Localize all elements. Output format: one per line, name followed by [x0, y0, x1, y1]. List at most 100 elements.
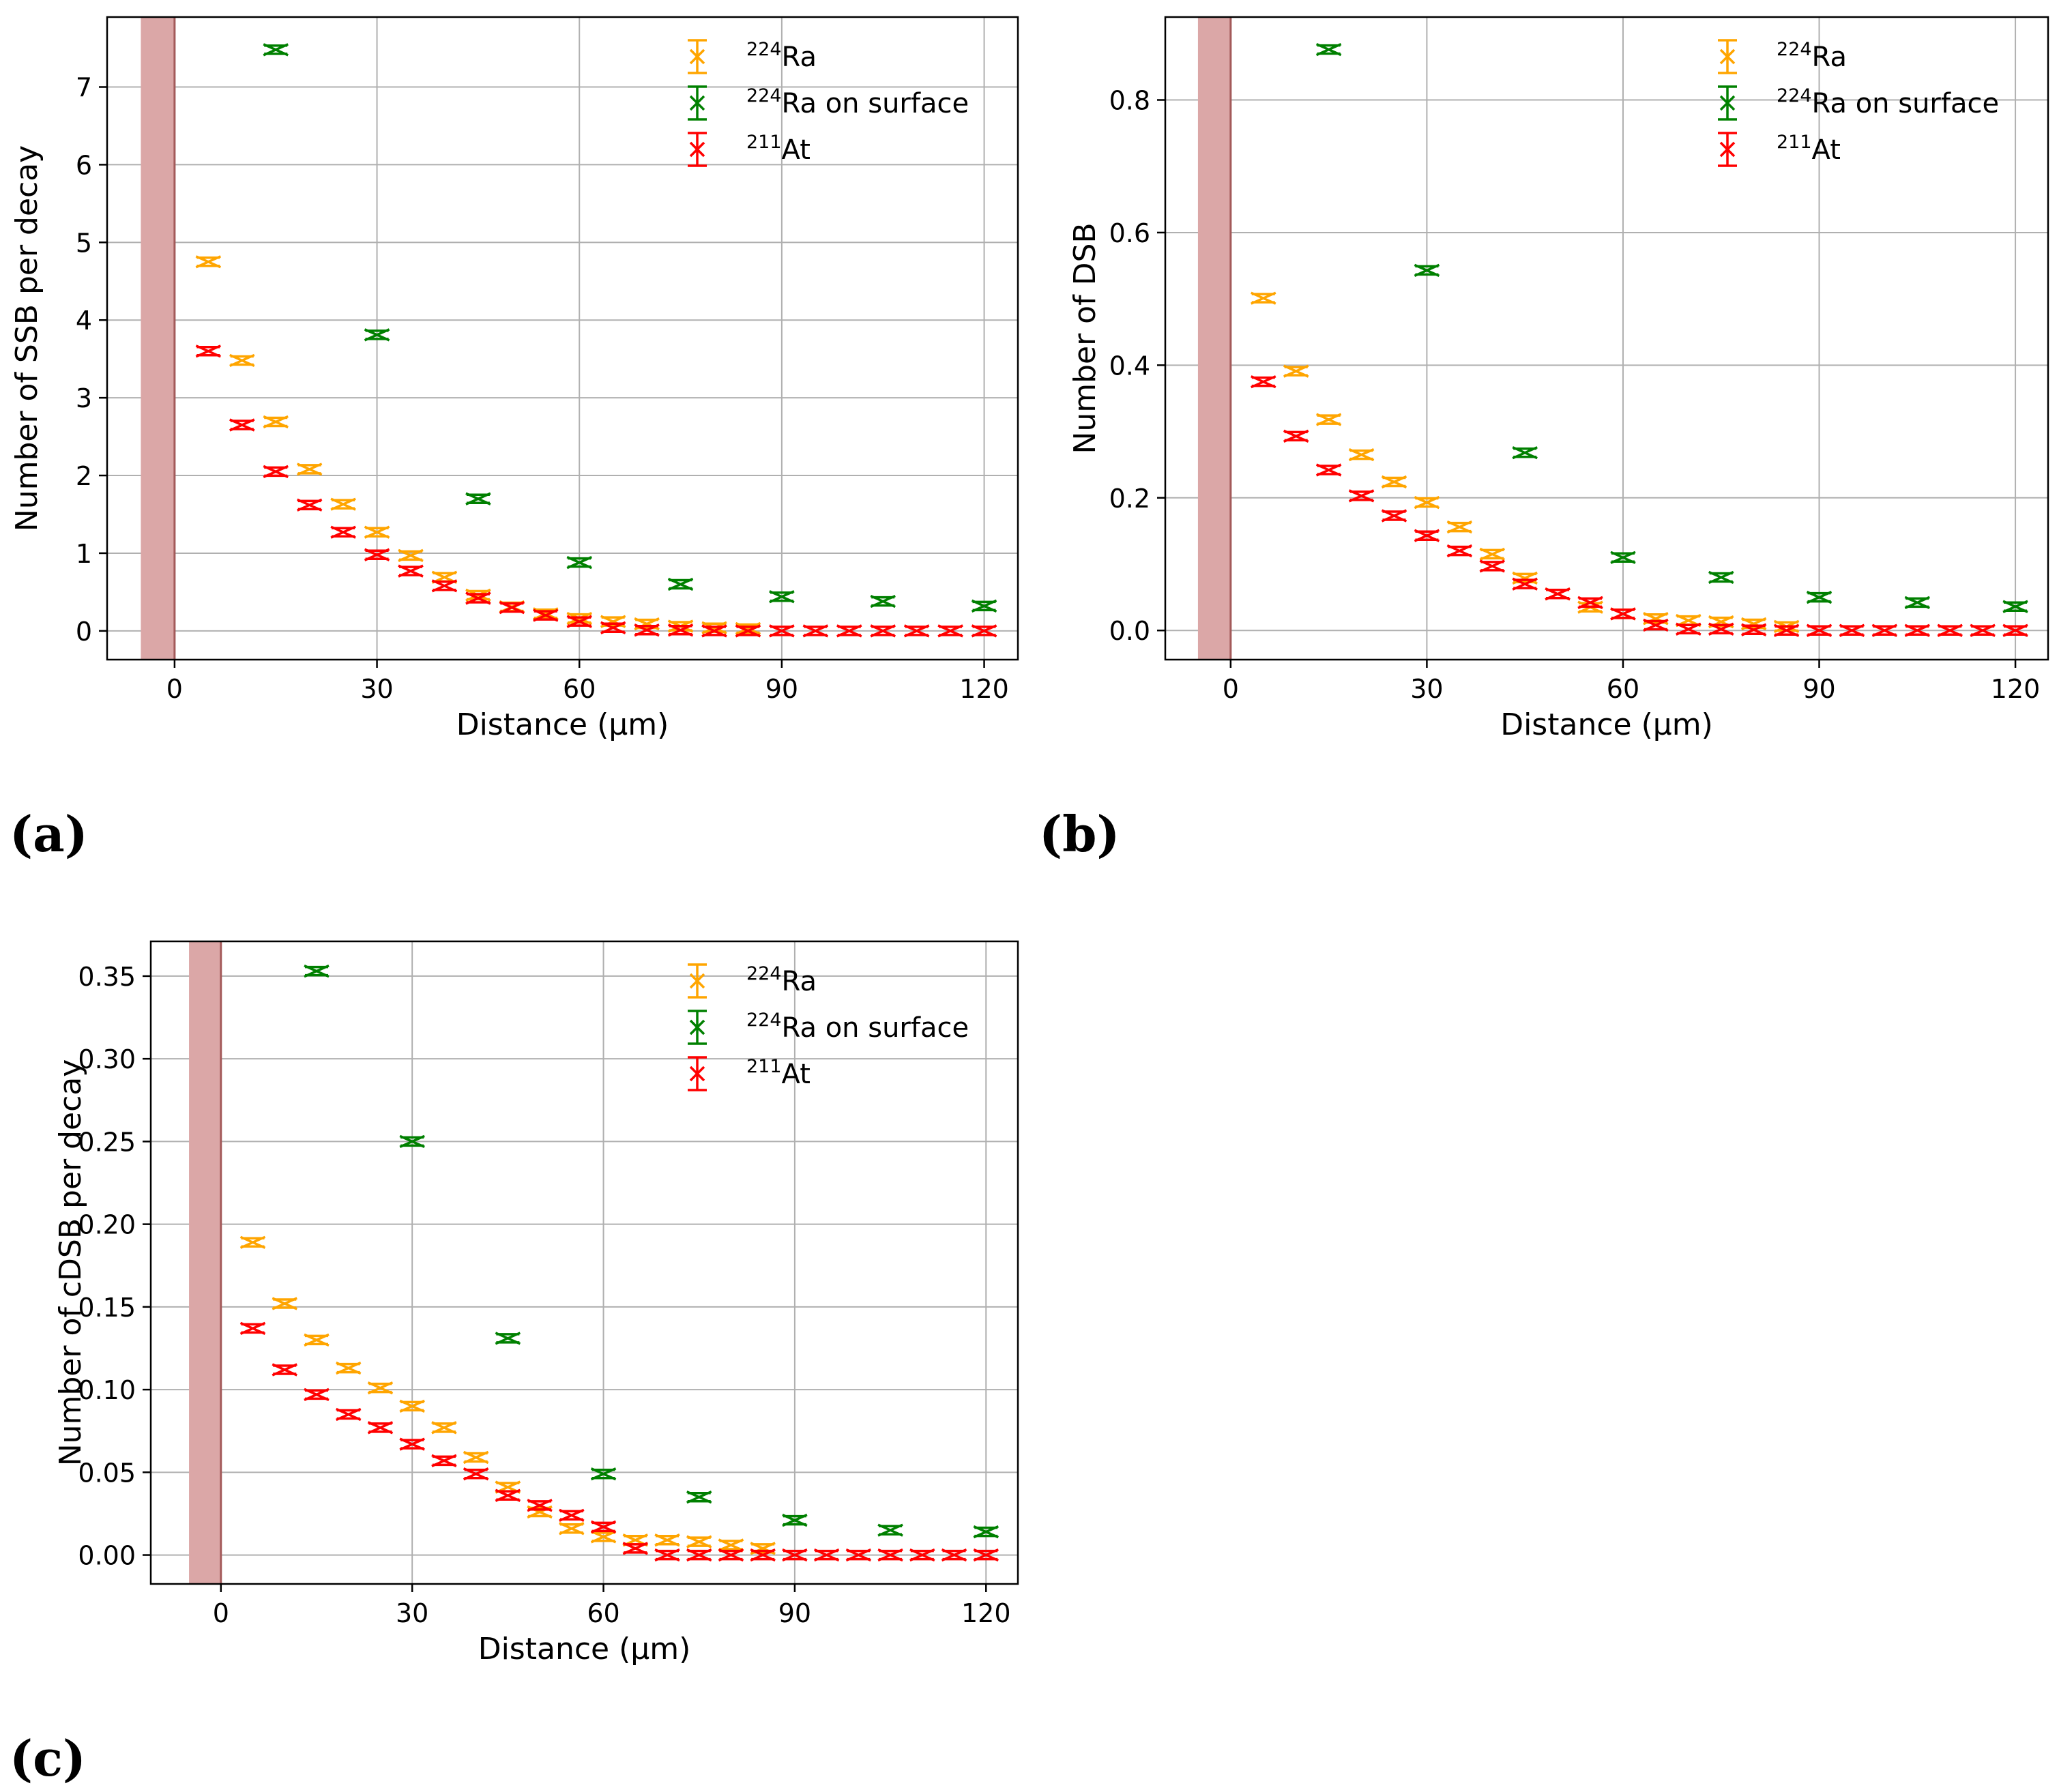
- chart-b-series-2-marker-8: [1512, 577, 1538, 591]
- chart-b-series-1-marker-3: [1610, 550, 1636, 564]
- chart-c-series-2: [239, 1321, 999, 1562]
- chart-c-x-axis-label: Distance (μm): [478, 1632, 691, 1666]
- chart-c-series-0-marker-12: [622, 1533, 648, 1547]
- chart-b-series-2-point-22: [1970, 623, 1996, 637]
- chart-b-series-2-point-16: [1773, 623, 1800, 637]
- chart-c-series-2-point-13: [654, 1548, 680, 1562]
- chart-c-legend-handle-1: [688, 1010, 707, 1045]
- chart-b-series-2-marker-9: [1545, 587, 1571, 601]
- chart-a-series-2-marker-18: [802, 624, 829, 638]
- chart-b-series-2-point-1: [1283, 429, 1309, 443]
- chart-c-series-0-marker-10: [559, 1522, 585, 1536]
- chart-a-legend-label-2: 211At: [746, 132, 811, 166]
- chart-a-series-0-point-1: [229, 353, 255, 368]
- chart-b-series-2-marker-12: [1643, 618, 1669, 632]
- chart-a-series-2-point-9: [499, 600, 525, 615]
- chart-a-legend: 224Ra 224Ra on surface 211At: [688, 39, 969, 167]
- chart-c-x-tick-label-0: 0: [213, 1598, 229, 1628]
- chart-a-series-0-point-3: [296, 462, 323, 476]
- chart-b-series-1-point-4: [1708, 570, 1734, 585]
- chart-c-series-2-point-20: [877, 1548, 903, 1562]
- chart-a-series-1-point-3: [566, 555, 592, 570]
- chart-a-series-2-point-16: [735, 624, 761, 638]
- chart-b-series-1-marker-2: [1512, 445, 1538, 460]
- chart-a-series-2-point-20: [870, 624, 896, 638]
- chart-b-series-0-marker-2: [1315, 413, 1342, 426]
- chart-b-series-0-marker-0: [1251, 291, 1276, 305]
- chart-b-series-0-marker-4: [1381, 475, 1407, 489]
- chart-a-series-1-marker-5: [769, 589, 795, 604]
- chart-c-series-2-point-11: [590, 1520, 617, 1533]
- chart-c-series-2-point-9: [527, 1499, 553, 1512]
- chart-c-series-2-point-15: [718, 1548, 744, 1562]
- chart-b-series-1-marker-4: [1708, 570, 1734, 585]
- chart-c-series-0-point-5: [399, 1399, 425, 1413]
- chart-c-series-0: [239, 1235, 776, 1555]
- chart-c-series-0-point-12: [622, 1533, 648, 1547]
- chart-b-series-0-point-2: [1315, 413, 1342, 426]
- chart-c-legend-label-2: 211At: [746, 1056, 811, 1090]
- chart-a-series-2-point-14: [667, 623, 694, 637]
- chart-c-series-2-marker-21: [909, 1548, 935, 1562]
- chart-a-series-2-point-21: [903, 624, 930, 638]
- chart-c-series-2-point-8: [495, 1488, 521, 1502]
- chart-c-series-1-point-1: [399, 1134, 425, 1148]
- chart-b-series-0-marker-12: [1643, 611, 1669, 626]
- chart-a-legend-marker-0: [689, 48, 705, 65]
- chart-c-plot-area: [151, 941, 1018, 1584]
- chart-a-axes-frame: [106, 16, 1019, 661]
- chart-c-y-axis-label: Number of cDSB per decay: [53, 1059, 88, 1467]
- chart-b-series-2-marker-10: [1577, 596, 1603, 609]
- chart-c-legend-label-1: 224Ra on surface: [746, 1010, 969, 1044]
- chart-c-y-tick-label-2: 0.10: [78, 1375, 136, 1405]
- chart-b-series-2-marker-15: [1740, 623, 1767, 636]
- chart-a-series-0-marker-4: [330, 497, 356, 511]
- chart-a-series-0-point-7: [431, 570, 458, 584]
- chart-c-series-2-point-1: [272, 1363, 297, 1377]
- chart-c-legend-marker-1: [689, 1019, 705, 1035]
- chart-a-series-0-point-2: [263, 415, 289, 429]
- chart-b-series-2-point-21: [1937, 623, 1963, 637]
- chart-b-series-2-marker-2: [1315, 463, 1342, 477]
- chart-c-series-2-point-21: [909, 1548, 935, 1562]
- chart-c-series-0-marker-1: [272, 1297, 297, 1310]
- chart-a-series-2-marker-9: [499, 600, 525, 615]
- chart-c-series-0-point-9: [527, 1505, 553, 1519]
- chart-c-series-2-point-4: [367, 1421, 394, 1435]
- chart-a-series-0-marker-2: [263, 415, 289, 429]
- chart-b-legend-marker-0: [1719, 48, 1736, 65]
- chart-a-series-2-point-3: [296, 498, 323, 512]
- chart-a-legend-label-1: 224Ra on surface: [746, 85, 969, 119]
- chart-c-series-0-point-3: [336, 1361, 362, 1375]
- chart-b-series-0-point-12: [1643, 611, 1669, 626]
- chart-a-series-1-marker-6: [870, 594, 896, 608]
- chart-a-series-2-marker-22: [937, 624, 963, 638]
- chart-b-series-1-point-2: [1512, 445, 1538, 460]
- chart-a-series-2-point-8: [465, 591, 491, 605]
- panel-label-c: (c): [10, 1729, 86, 1787]
- chart-a-series-2-marker-12: [600, 621, 626, 634]
- chart-c-legend-handle-0: [688, 963, 707, 999]
- chart-c-series-2-point-12: [622, 1542, 648, 1555]
- chart-b-series-2-point-4: [1381, 509, 1407, 523]
- chart-c-series-2-point-3: [336, 1407, 362, 1422]
- chart-a-series-2-point-1: [229, 418, 255, 432]
- chart-a-series-2-marker-1: [229, 418, 255, 432]
- chart-c-series-2-marker-4: [367, 1421, 394, 1435]
- chart-c-series-2-marker-0: [239, 1321, 266, 1335]
- chart-a-series-2-marker-16: [735, 624, 761, 638]
- chart-a-series-2-point-4: [330, 525, 356, 539]
- chart-b-series-2-point-23: [2002, 623, 2028, 637]
- chart-c-series-1-point-3: [590, 1467, 617, 1481]
- chart-b-series-2-point-20: [1904, 623, 1931, 637]
- chart-a-series-2-point-10: [533, 608, 559, 622]
- chart-a-y-axis-label: Number of SSB per decay: [10, 145, 44, 531]
- chart-b-legend: 224Ra 224Ra on surface 211At: [1718, 39, 1999, 167]
- chart-a-series-1-point-1: [364, 328, 390, 342]
- chart-b-series-2-marker-5: [1414, 529, 1440, 542]
- chart-c-series-0-point-0: [239, 1235, 266, 1249]
- chart-a-series-2-point-17: [769, 624, 795, 638]
- chart-c-series-2-point-23: [973, 1548, 999, 1562]
- chart-a-series-0-point-13: [634, 617, 660, 631]
- chart-a-series-2-point-7: [431, 579, 458, 593]
